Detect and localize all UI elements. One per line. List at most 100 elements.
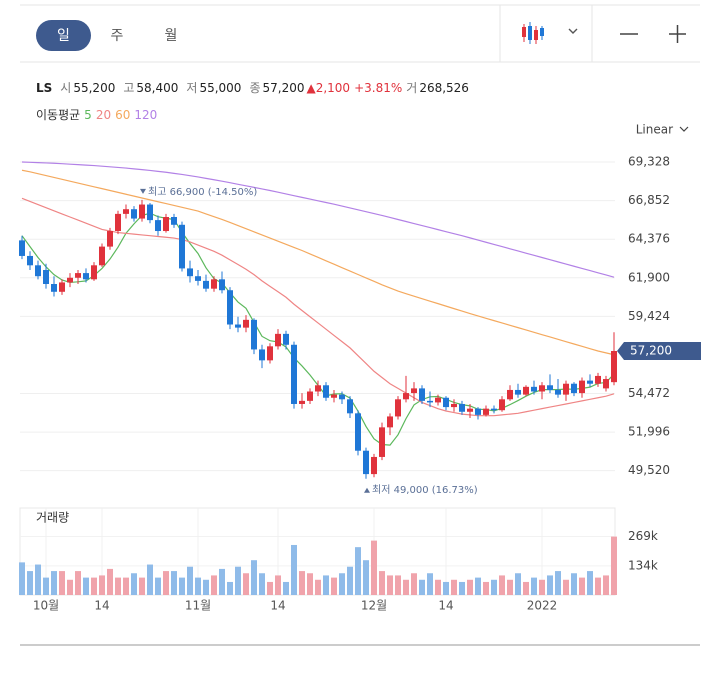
x-tick-label: 12월	[361, 599, 387, 613]
volume-bar	[75, 571, 81, 595]
ma-line	[21, 197, 615, 417]
volume-bar	[67, 579, 73, 595]
candle-body	[275, 333, 281, 347]
candle-body	[475, 408, 481, 415]
volume-bar	[587, 571, 593, 595]
tab[interactable]: 월	[165, 28, 178, 44]
volume-bar	[123, 577, 129, 595]
candle-body	[323, 385, 329, 398]
candle-body	[507, 389, 513, 400]
volume-bar	[19, 562, 25, 595]
volume-bar	[331, 577, 337, 595]
field-label: 고	[123, 81, 134, 95]
current-price-label: 57,200	[630, 344, 672, 358]
scale-mode-chevron[interactable]	[679, 126, 689, 132]
change-rate: +3.81%	[354, 81, 402, 95]
volume-bar	[307, 573, 313, 595]
candle-body	[243, 319, 249, 328]
candle-body	[155, 220, 161, 232]
field-value: 55,000	[199, 81, 241, 95]
candle-body	[587, 380, 593, 384]
candle-body	[171, 217, 177, 225]
x-tick-label: 2022	[527, 599, 558, 613]
volume-bar	[403, 579, 409, 595]
candle-body	[419, 388, 425, 401]
candle-body	[563, 383, 569, 395]
zoom-in-button[interactable]	[669, 25, 686, 43]
quote-info: LS 시 55,200 고 58,400 저 55,000 종 57,200 ▲2,100 +3.8…	[36, 81, 469, 95]
candle-body	[283, 333, 289, 345]
candle-body	[467, 408, 473, 412]
chart-type-button[interactable]	[522, 22, 578, 44]
candle-body	[115, 213, 121, 232]
candle-body	[435, 397, 441, 403]
volume-bar	[555, 571, 561, 595]
volume-bar	[371, 540, 377, 595]
tab[interactable]: 일	[57, 28, 70, 44]
legend-entry: 20	[96, 108, 111, 122]
volume-bar	[267, 581, 273, 595]
volume-bar	[291, 544, 297, 595]
candle-body	[35, 265, 41, 277]
candle-body	[483, 408, 489, 415]
volume-bar	[43, 577, 49, 595]
volume-bar	[571, 573, 577, 595]
volume-bar	[435, 579, 441, 595]
volume-bar	[603, 575, 609, 595]
candle-body	[387, 416, 393, 428]
candle-body	[579, 380, 585, 394]
volume-bar	[259, 573, 265, 595]
x-tick-label: 11월	[185, 599, 211, 613]
volume-tick-label: 134k	[628, 558, 658, 572]
candle-body	[611, 351, 617, 383]
candle-body	[347, 399, 353, 414]
candle-body	[339, 394, 345, 400]
volume-bar	[139, 577, 145, 595]
y-tick-label: 51,996	[628, 425, 670, 439]
candle-body	[403, 393, 409, 400]
volume-bar	[523, 581, 529, 595]
volume-bar	[595, 577, 601, 595]
volume-bar	[347, 566, 353, 595]
candle-body	[195, 276, 201, 281]
min-marker	[364, 487, 370, 493]
candle-body	[299, 400, 305, 404]
candle-body	[267, 346, 273, 361]
ma-legend-title: 이동평균	[36, 108, 80, 122]
volume-bar	[243, 573, 249, 595]
y-tick-label: 49,520	[628, 463, 670, 477]
scale-mode[interactable]: Linear	[636, 123, 673, 137]
volume-bar	[227, 581, 233, 595]
volume-bar	[187, 566, 193, 595]
candle-body	[235, 324, 241, 328]
field-value: 58,400	[136, 81, 178, 95]
volume-bar	[51, 571, 57, 595]
y-tick-label: 69,328	[628, 155, 670, 169]
candle-body	[427, 400, 433, 403]
volume-bar	[251, 560, 257, 595]
active-tab-background[interactable]	[36, 20, 91, 51]
candle-body	[179, 224, 185, 269]
volume-bar	[363, 560, 369, 595]
volume-bar	[539, 579, 545, 595]
candle-body	[363, 450, 369, 475]
candle-body	[595, 375, 601, 384]
candle-body	[67, 277, 73, 283]
volume-bar	[195, 577, 201, 595]
candle-body	[355, 413, 361, 451]
legend-entry: 5	[84, 108, 92, 122]
field-value: 55,200	[73, 81, 115, 95]
volume-bar	[155, 577, 161, 595]
volume-bar	[315, 579, 321, 595]
tab[interactable]: 주	[111, 28, 124, 44]
volume-bar	[419, 579, 425, 595]
x-tick-label: 14	[270, 599, 285, 613]
volume-title: 거래량	[36, 511, 69, 525]
volume-bar	[443, 581, 449, 595]
change: ▲2,100	[306, 81, 350, 95]
candle-body	[147, 204, 153, 221]
candle-body	[59, 282, 65, 292]
candle-body	[443, 397, 449, 408]
